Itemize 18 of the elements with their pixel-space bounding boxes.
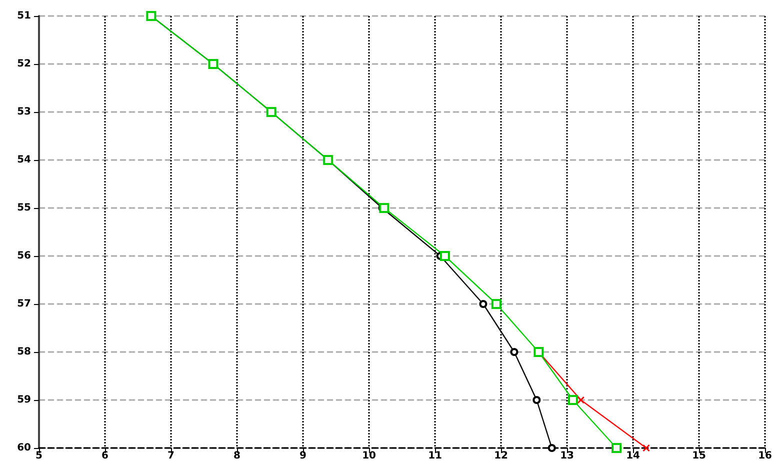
x-tick-label: 14 <box>626 450 640 462</box>
x-tick-label: 12 <box>494 450 508 462</box>
y-tick-label: 58 <box>17 346 32 358</box>
y-tick-label: 52 <box>17 58 32 70</box>
x-tick-label: 11 <box>428 450 442 462</box>
y-tick-label: 60 <box>17 442 32 454</box>
x-tick-label: 10 <box>362 450 376 462</box>
y-tick-label: 59 <box>17 394 32 406</box>
x-tick-label: 5 <box>36 450 43 462</box>
y-tick-label: 57 <box>17 298 32 310</box>
y-tick-label: 56 <box>17 250 32 262</box>
y-tick-label: 54 <box>17 154 32 166</box>
x-tick-label: 16 <box>758 450 772 462</box>
x-tick-label: 15 <box>692 450 706 462</box>
y-tick-label: 55 <box>17 202 32 214</box>
y-tick-label: 53 <box>17 106 32 118</box>
y-tick-label: 51 <box>17 10 32 22</box>
x-tick-label: 13 <box>560 450 574 462</box>
